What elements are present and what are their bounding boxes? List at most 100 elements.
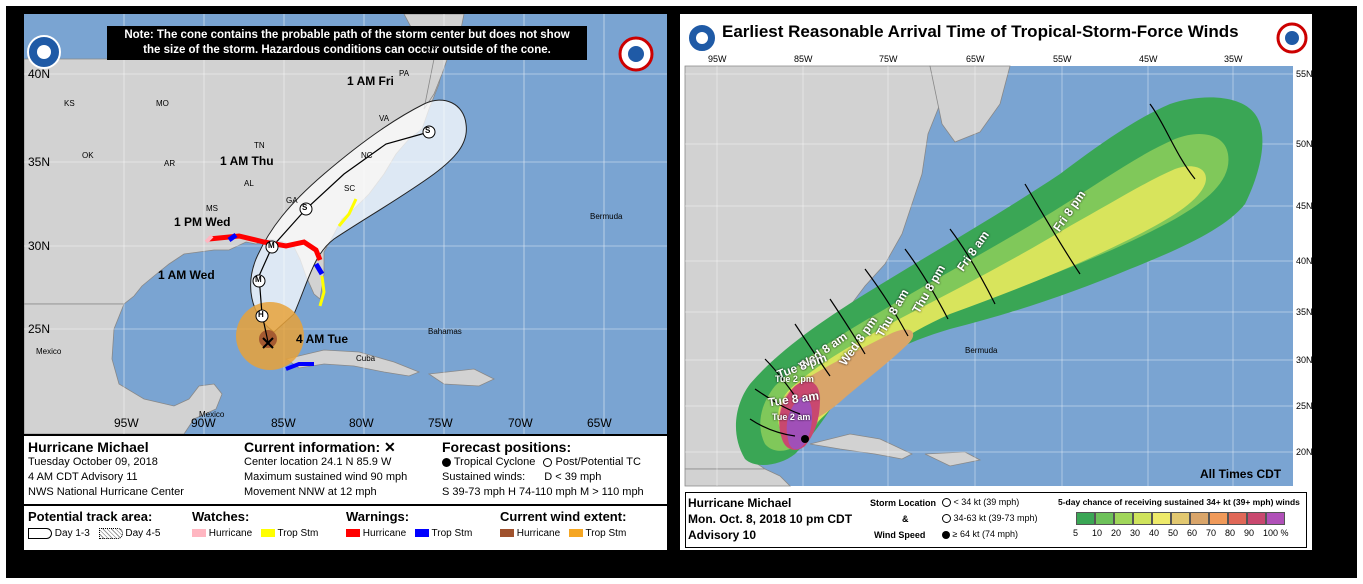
scale-label: 10 — [1092, 528, 1103, 538]
hurricane-warning-line — [208, 233, 323, 261]
lon-label-85w: 85W — [271, 416, 296, 430]
ts-warning-west — [227, 232, 238, 243]
lon-label: 65W — [966, 54, 985, 64]
ts-warning-label: Trop Stm — [431, 528, 473, 539]
advisory-date: Tuesday October 09, 2018 — [28, 456, 158, 468]
time-label-tue-2am: Tue 2 am — [772, 412, 811, 422]
track-marker-letter: H — [258, 310, 264, 319]
prob-40pct — [778, 166, 1206, 436]
forecast-track — [258, 131, 430, 343]
speed1-label: < 34 kt (39 mph) — [953, 497, 1020, 507]
noaa-logo-inner-icon — [37, 45, 51, 59]
speed-row-2: 34-63 kt (39-73 mph) — [942, 513, 1038, 524]
track-time-label: 1 AM Wed — [158, 268, 215, 282]
day45-swatch-icon — [98, 528, 123, 539]
lat-label: 35N — [1296, 307, 1312, 317]
place-label-bermuda: Bermuda — [965, 346, 998, 355]
scale-swatch — [1266, 512, 1285, 525]
scale-swatch — [1209, 512, 1228, 525]
cone-note: Note: The cone contains the probable pat… — [110, 28, 584, 58]
ts-wind-label: Trop Stm — [585, 528, 627, 539]
storm-symbol-icon — [942, 514, 951, 524]
lon-label-80w: 80W — [349, 416, 374, 430]
scale-swatch — [1095, 512, 1114, 525]
time-label-tue-2pm: Tue 2 pm — [775, 374, 814, 384]
lat-label-25n: 25N — [28, 322, 51, 336]
current-info-movement: Movement NNW at 12 mph — [244, 486, 377, 498]
cuba-land — [809, 433, 913, 460]
hurricane-wind-swatch-icon — [500, 529, 514, 538]
speed-row-1: < 34 kt (39 mph) — [942, 497, 1020, 508]
ts-watch-swatch-icon — [260, 529, 275, 538]
lon-label-90w: 90W — [191, 416, 216, 430]
legend-divider-2 — [24, 504, 667, 506]
state-label: PA — [399, 69, 410, 78]
lon-label: 35W — [1224, 54, 1243, 64]
lon-label-65w: 65W — [587, 416, 612, 430]
warnings-legend: Hurricane Trop Stm — [346, 528, 472, 539]
lat-label: 40N — [1296, 256, 1312, 266]
mexico-land — [24, 303, 223, 434]
scale-label: 60 — [1187, 528, 1198, 538]
scale-swatch — [1190, 512, 1209, 525]
scale-swatch — [1114, 512, 1133, 525]
forecast-title: Forecast positions: — [442, 439, 572, 455]
state-label: MO — [156, 99, 169, 108]
lon-label-95w: 95W — [114, 416, 139, 430]
track-marker-letter: S — [425, 126, 431, 135]
forecast-post-label: Post/Potential TC — [555, 456, 641, 468]
speed3-label: ≥ 64 kt (74 mph) — [952, 529, 1018, 539]
forecast-scale: S 39-73 mph H 74-110 mph M > 110 mph — [442, 486, 644, 498]
note-box — [107, 26, 587, 60]
watches-title: Watches: — [192, 509, 250, 524]
track-time-label: 4 AM Tue — [296, 332, 349, 346]
forecast-tc-label: Tropical Cyclone — [453, 456, 536, 468]
ts-wind-swatch-icon — [568, 529, 583, 538]
note-line-1: Note: The cone contains the probable pat… — [124, 29, 570, 41]
state-label: SC — [344, 184, 356, 193]
state-label: TN — [254, 141, 265, 150]
track-area-legend: Day 1-3 Day 4-5 — [28, 528, 160, 539]
advisory-number: 4 AM CDT Advisory 11 — [28, 471, 138, 483]
track-time-label: 1 PM Wed — [174, 215, 231, 229]
lon-label: 55W — [1053, 54, 1072, 64]
legend-divider — [24, 434, 667, 436]
track-time-label: 1 AM Fri — [347, 74, 394, 88]
nws-logo-inner-icon — [1285, 31, 1299, 45]
hurricane-watch-label: Hurricane — [208, 528, 253, 539]
arrival-time-contours — [749, 103, 1196, 437]
current-info-wind: Maximum sustained wind 90 mph — [244, 471, 408, 483]
lat-label: 30N — [1296, 355, 1312, 365]
lat-label-35n: 35N — [28, 155, 51, 169]
state-label: AR — [164, 159, 176, 168]
scale-swatch — [1171, 512, 1190, 525]
track-marker-letter: S — [302, 203, 308, 212]
scale-label: 5 — [1073, 528, 1079, 538]
day13-swatch-icon — [28, 528, 52, 539]
state-label: OK — [82, 151, 94, 160]
place-label-bahamas: Bahamas — [428, 327, 462, 336]
canada-east-land — [929, 65, 1011, 143]
scale-label: 40 — [1149, 528, 1160, 538]
hispaniola-land — [427, 368, 495, 387]
post-tc-icon — [543, 457, 553, 467]
lat-label: 50N — [1296, 139, 1312, 149]
lon-label: 85W — [794, 54, 813, 64]
wind-extent-title: Current wind extent: — [500, 509, 627, 524]
current-info-location: Center location 24.1 N 85.9 W — [244, 456, 392, 468]
scale-label: 100 % — [1263, 528, 1289, 538]
scale-swatch — [1247, 512, 1266, 525]
advisory-number: Advisory 10 — [688, 528, 757, 542]
advisory-date: Mon. Oct. 8, 2018 10 pm CDT — [688, 512, 853, 526]
place-label-mexico: Mexico — [36, 347, 62, 356]
ts-warning-east — [313, 262, 325, 276]
arrival-time-panel: Earliest Reasonable Arrival Time of Trop… — [680, 14, 1312, 550]
track-time-label: 1 AM Thu — [220, 154, 274, 168]
forecast-sustained-row: Sustained winds: D < 39 mph — [442, 471, 601, 483]
hurricane-warning-label: Hurricane — [362, 528, 407, 539]
lon-label: 75W — [879, 54, 898, 64]
state-label: VA — [379, 114, 390, 123]
scale-label: 50 — [1168, 528, 1179, 538]
hurricane-symbol-icon — [942, 530, 950, 539]
cone-map — [24, 14, 667, 434]
